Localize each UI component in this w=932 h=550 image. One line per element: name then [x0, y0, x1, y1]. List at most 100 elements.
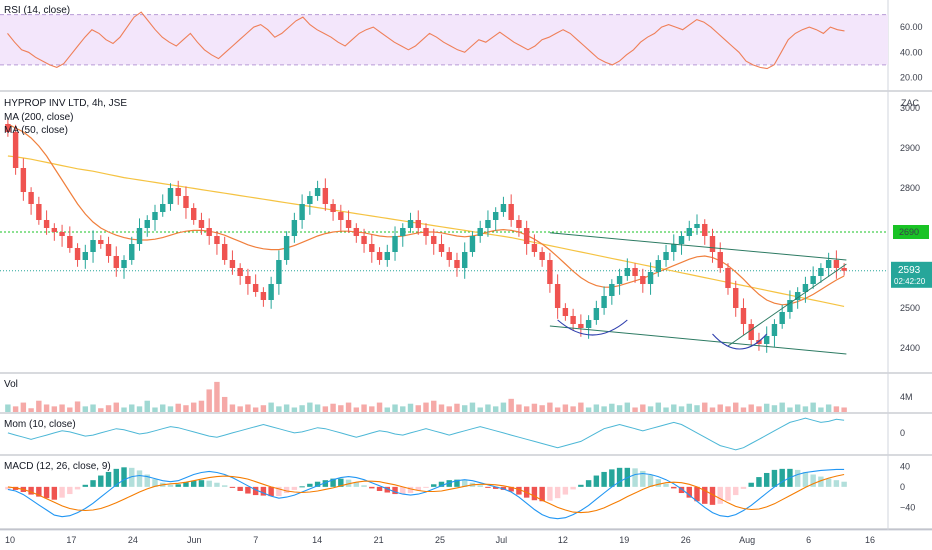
candle — [802, 284, 809, 292]
drawings[interactable] — [549, 232, 847, 355]
candle — [12, 132, 19, 168]
macd-histogram-bar — [353, 482, 360, 487]
volume-bar — [818, 407, 824, 412]
volume-bar — [36, 400, 42, 412]
macd-histogram-bar — [322, 480, 329, 487]
volume-bar — [446, 406, 452, 412]
candle — [771, 324, 778, 336]
macd-histogram-bar — [438, 481, 445, 487]
volume-bar — [338, 405, 344, 412]
signal-line — [7, 473, 845, 514]
candle — [160, 204, 166, 212]
candle — [663, 252, 669, 260]
macd-pane[interactable]: MACD (12, 26, close, 9) 40 0 −40 — [4, 461, 915, 520]
candle — [152, 212, 158, 220]
cup-arc-left — [557, 319, 628, 336]
macd-histogram-bar — [585, 480, 592, 487]
macd-histogram-bar — [369, 486, 375, 489]
macd-histogram-bar — [593, 475, 600, 487]
momentum-tick: 0 — [900, 428, 905, 438]
candle — [469, 236, 476, 252]
macd-histogram-bar — [810, 474, 816, 487]
volume-bar — [74, 401, 81, 412]
volume-bar — [431, 400, 437, 412]
candle — [601, 296, 607, 308]
volume-bar — [291, 407, 298, 412]
volume-bar — [516, 404, 522, 412]
macd-histogram-bar — [400, 486, 406, 495]
candle — [144, 220, 150, 228]
candle — [609, 284, 615, 296]
candle — [516, 220, 522, 228]
volume-bar — [423, 402, 429, 412]
macd-histogram-bar — [43, 486, 50, 499]
macd-histogram-bar — [756, 477, 762, 487]
macd-histogram-bar — [82, 484, 89, 487]
macd-histogram-bar — [825, 478, 832, 487]
candle — [369, 244, 375, 252]
candle — [500, 204, 507, 212]
volume-bar — [779, 402, 785, 412]
rsi-pane[interactable]: RSI (14, close) 20.00 40.00 60.00 — [0, 5, 923, 82]
macd-histogram-bar — [663, 483, 669, 487]
volume-bar — [578, 402, 584, 412]
volume-bar — [144, 400, 150, 412]
candle — [129, 244, 135, 260]
macd-histogram-bar — [190, 480, 197, 487]
resistance-label-box — [893, 225, 929, 239]
candle — [221, 244, 228, 260]
candle — [291, 220, 298, 236]
macd-histogram-bar — [423, 486, 429, 488]
date-tick: Jun — [187, 535, 202, 545]
volume-bar — [709, 407, 716, 412]
volume-bar — [59, 404, 65, 412]
candle — [438, 244, 445, 252]
candle — [647, 272, 654, 284]
macd-tick: 40 — [900, 461, 910, 471]
volume-pane[interactable]: Vol 4M — [4, 379, 913, 412]
volume-bar — [492, 406, 499, 412]
volume-bar — [198, 400, 205, 412]
candle — [616, 276, 623, 284]
macd-histogram-bar — [260, 486, 267, 496]
candle — [283, 236, 290, 260]
volume-bar — [245, 404, 251, 412]
candle — [640, 276, 646, 284]
volume-bar — [756, 406, 762, 412]
candle — [462, 252, 468, 268]
volume-bar — [175, 403, 181, 412]
date-tick: 25 — [435, 535, 445, 545]
volume-bar — [98, 408, 104, 412]
candles — [5, 119, 847, 353]
channel-lower-line — [549, 325, 847, 355]
candle — [686, 228, 692, 236]
candle — [554, 284, 561, 308]
volume-bar — [90, 404, 96, 412]
price-tick: 2400 — [900, 343, 920, 353]
macd-histogram-bar — [376, 486, 383, 491]
volume-bar — [671, 404, 677, 412]
macd-histogram-bar — [28, 486, 34, 495]
volume-bar — [585, 407, 592, 412]
date-tick: 17 — [66, 535, 76, 545]
candle — [245, 276, 251, 284]
date-axis[interactable]: 10 17 24 Jun 7 14 21 25 Jul 12 19 26 Aug 6 16 — [5, 535, 875, 545]
candle — [206, 228, 212, 236]
macd-histogram-bar — [818, 476, 824, 487]
volume-bar — [407, 403, 414, 412]
volume-bar — [20, 402, 27, 412]
volume-bar — [469, 402, 476, 412]
candle — [740, 308, 747, 324]
candle — [492, 212, 499, 220]
candle — [523, 228, 530, 244]
macd-histogram-bar — [392, 486, 398, 495]
volume-bar — [686, 403, 692, 412]
price-pane[interactable]: HYPROP INV LTD, 4h, JSE MA (200, close) … — [0, 98, 932, 355]
macd-histogram-bar — [167, 484, 174, 487]
macd-histogram-bar — [74, 486, 81, 490]
candle — [702, 224, 708, 236]
macd-histogram-bar — [59, 486, 65, 498]
momentum-pane[interactable]: Mom (10, close) 0 — [4, 417, 905, 451]
macd-histogram-bar — [268, 486, 274, 497]
volume-bar — [330, 403, 336, 412]
